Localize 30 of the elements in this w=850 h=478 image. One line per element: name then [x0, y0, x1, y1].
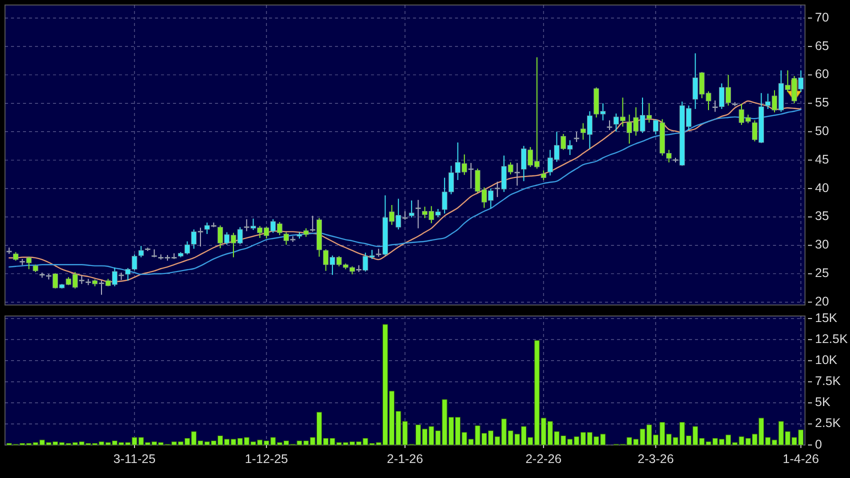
y-tick-label: 20	[815, 294, 829, 308]
y-tick-label: 10K	[815, 352, 838, 367]
y-tick-label: 55	[815, 96, 829, 110]
x-tick-label: 2-1-26	[386, 452, 424, 466]
y-tick-label: 40	[815, 180, 829, 195]
y-tick-label: 60	[815, 67, 829, 82]
y-tick-label: 7.5K	[815, 374, 842, 388]
candlestick	[606, 120, 612, 130]
y-tick-label: 50	[815, 124, 829, 138]
y-tick-label: 0	[815, 437, 822, 452]
y-tick-label: 65	[815, 38, 829, 53]
candlestick	[416, 199, 421, 229]
x-tick-label: 3-11-25	[113, 452, 156, 466]
y-tick-label: 35	[815, 209, 829, 224]
candlestick	[138, 245, 144, 258]
x-tick-label: 2-2-26	[525, 452, 562, 466]
x-tick-label: 1-12-25	[244, 452, 288, 466]
y-tick-label: 5K	[815, 395, 831, 410]
x-tick-label: 2-3-26	[638, 452, 674, 466]
y-tick-label: 15K	[815, 310, 838, 325]
candlestick	[408, 200, 414, 218]
y-tick-label: 70	[815, 10, 829, 24]
y-tick-label: 30	[815, 238, 829, 252]
y-tick-label: 12.5K	[815, 332, 848, 346]
y-tick-label: 25	[815, 266, 829, 280]
y-tick-label: 45	[815, 152, 829, 166]
candlestick	[574, 131, 580, 142]
x-tick-label: 1-4-26	[782, 452, 819, 466]
y-tick-label: 2.5K	[815, 416, 842, 430]
candlestick	[540, 170, 546, 180]
